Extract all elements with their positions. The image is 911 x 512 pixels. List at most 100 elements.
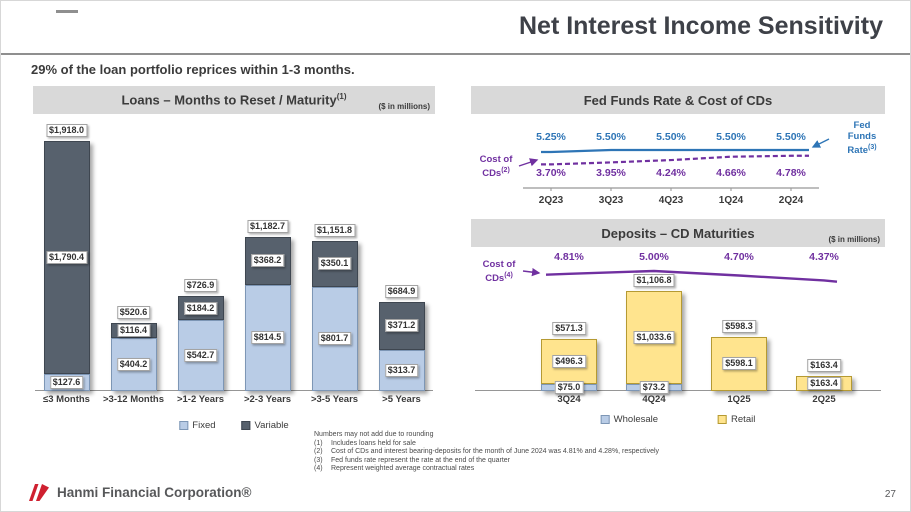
dep-cost-arrow: [522, 267, 541, 277]
loans-column: $404.2 $116.4 $520.6 >3-12 Months: [100, 114, 167, 443]
total-value-label: $726.9: [183, 279, 218, 293]
loans-x-axis-label: >3-12 Months: [103, 394, 164, 405]
total-value-label: $571.3: [552, 322, 586, 336]
fed-rate-arrow: [811, 138, 830, 148]
loans-panel-header: Loans – Months to Reset / Maturity(1) ($…: [33, 86, 435, 114]
rate-value-label: 4.78%: [776, 167, 806, 179]
dep-cost-of-cds-line: [545, 269, 838, 283]
fed-plot: 5.25% 5.50% 5.50% 5.50% 5.50% 3.70% 3.95% 4.24%…: [471, 114, 885, 219]
deposits-panel-header: Deposits – CD Maturities ($ in millions): [471, 219, 885, 247]
loans-column: $313.7 $371.2 $684.9 >5 Years: [368, 114, 435, 443]
fed-cost-line2: CDs: [482, 168, 502, 180]
footnote-item: (2) Cost of CDs and interest bearing-depo…: [314, 448, 874, 457]
footnote-item: (4) Represent weighted average contractua…: [314, 465, 874, 474]
rate-value-label: 5.50%: [596, 131, 626, 143]
rate-value-label: 3.70%: [536, 167, 566, 179]
segment-value-label: $313.7: [384, 364, 419, 378]
legend-swatch: [718, 415, 728, 424]
fed-cost-of-cds-label: Cost of CDs(2): [473, 154, 519, 179]
rate-value-label: 5.50%: [776, 131, 806, 143]
fed-x-axis-label: 3Q23: [599, 195, 624, 206]
rate-value-label: 4.66%: [716, 167, 746, 179]
segment-value-label: $116.4: [116, 324, 151, 338]
segment-value-label: $542.7: [183, 349, 218, 363]
dep-legend: Wholesale Retail: [571, 414, 786, 425]
dep-x-axis-label: 2Q25: [812, 394, 836, 405]
segment-value-label: $814.5: [250, 331, 285, 345]
legend-label: Retail: [731, 414, 756, 425]
segment-value-label: $350.1: [317, 257, 352, 271]
segment-value-label: $404.2: [116, 358, 151, 372]
loans-plot: Fixed Variable $127.6 $1,790.4 $1,918.0 ≤3 M…: [33, 114, 435, 443]
rate-value-label: 4.24%: [656, 167, 686, 179]
legend-label: Variable: [254, 420, 289, 431]
total-value-label: $1,918.0: [45, 124, 88, 137]
legend-item: Fixed: [179, 420, 216, 431]
segment-value-label: $368.2: [250, 254, 285, 268]
dep-cost-value-label: 4.37%: [809, 251, 839, 263]
segment-value-label: $163.4: [807, 377, 841, 391]
loans-x-axis-label: >5 Years: [382, 394, 421, 405]
subtitle: 29% of the loan portfolio reprices withi…: [31, 62, 355, 77]
segment-value-label: $1,790.4: [45, 251, 88, 265]
total-value-label: $1,106.8: [633, 274, 675, 287]
fed-funds-line: [541, 148, 809, 154]
hanmi-logo-icon: [29, 484, 49, 501]
footnote-text: Includes loans held for sale: [331, 439, 416, 447]
footnote-number: (1): [314, 439, 323, 447]
segment-value-label: $184.2: [183, 301, 218, 315]
segment-value-label: $75.0: [554, 381, 584, 395]
dep-column: $73.2 $1,033.6 $1,106.8 4Q24: [619, 247, 689, 427]
fed-rate-line1: Fed: [853, 120, 871, 131]
top-left-dash: [56, 10, 78, 13]
fed-funds-rate-label: Fed Funds Rate(3): [839, 120, 885, 156]
brand-name: Hanmi Financial Corporation®: [57, 485, 252, 500]
dep-x-axis-label: 1Q25: [727, 394, 751, 405]
legend-swatch: [241, 421, 251, 430]
footnotes: Numbers may not add due to rounding (1) In…: [314, 431, 874, 474]
dep-cost-value-label: 4.70%: [724, 251, 754, 263]
segment-value-label: $127.6: [49, 376, 84, 390]
loans-column: $814.5 $368.2 $1,182.7 >2-3 Years: [234, 114, 301, 443]
dep-cost-value-label: 4.81%: [554, 251, 584, 263]
footnote-number: (2): [314, 448, 323, 456]
dep-cost-value-label: 5.00%: [639, 251, 669, 263]
legend-label: Fixed: [192, 420, 216, 431]
loans-units-label: ($ in millions): [378, 102, 430, 111]
fed-x-axis-label: 4Q23: [659, 195, 684, 206]
legend-item: Wholesale: [600, 414, 658, 425]
page-number: 27: [884, 489, 896, 500]
dep-column: $75.0 $496.3 $571.3 3Q24: [534, 247, 604, 427]
loans-x-axis-label: >2-3 Years: [243, 394, 292, 405]
fed-cost-line1: Cost of: [479, 154, 513, 165]
dep-line-svg: 4.81% 5.00% 4.70% 4.37%: [522, 251, 840, 283]
fed-panel-header: Fed Funds Rate & Cost of CDs: [471, 86, 885, 114]
loans-column: $542.7 $184.2 $726.9 >1-2 Years: [167, 114, 234, 443]
footnote-item: (1) Includes loans held for sale: [314, 440, 874, 449]
footer: Hanmi Financial Corporation®: [27, 483, 251, 502]
rate-value-label: 5.50%: [716, 131, 746, 143]
footnote-text: Fed funds rate represent the rate at the…: [331, 456, 511, 464]
loans-column: $801.7 $350.1 $1,151.8 >3-5 Years: [301, 114, 368, 443]
fed-rate-line3: Rate: [847, 145, 869, 157]
segment-value-label: $801.7: [317, 332, 352, 346]
loans-x-axis-label: >3-5 Years: [310, 394, 359, 405]
loans-x-axis-label: >1-2 Years: [176, 394, 225, 405]
fed-panel-title: Fed Funds Rate & Cost of CDs: [583, 92, 773, 108]
loans-title-text: Loans – Months to Reset / Maturity: [121, 92, 337, 108]
loans-x-axis: [35, 390, 433, 391]
loans-title-sup: (1): [336, 92, 347, 102]
total-value-label: $520.6: [116, 306, 151, 320]
deposits-panel-title: Deposits – CD Maturities: [601, 225, 755, 241]
total-value-label: $163.4: [807, 359, 841, 373]
dep-cost-sup: (4): [504, 272, 513, 279]
deposits-plot: 4.81% 5.00% 4.70% 4.37% Cost of CDs(4) Whol…: [471, 247, 885, 427]
segment-value-label: $1,033.6: [633, 331, 675, 345]
fed-x-axis-label: 2Q23: [539, 195, 564, 206]
fed-rate-line2: Funds: [847, 131, 877, 142]
footnote-text: Cost of CDs and interest bearing-deposit…: [331, 448, 660, 456]
dep-column: $163.4 $163.4 2Q25: [789, 247, 859, 427]
total-value-label: $1,151.8: [313, 223, 356, 237]
segment-value-label: $73.2: [639, 381, 669, 395]
rate-value-label: 3.95%: [596, 167, 626, 179]
